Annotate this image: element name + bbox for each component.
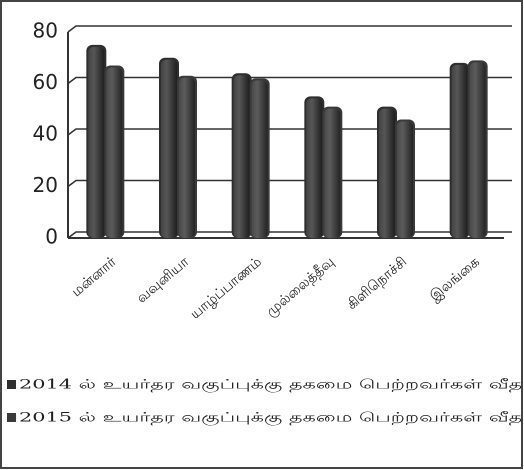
x-tick-label: இலங்கை	[427, 254, 483, 305]
y-tick-label: 80	[33, 19, 58, 43]
x-tick-label: வவுனியா	[134, 253, 193, 306]
bar-shade	[324, 108, 341, 238]
bar-shade	[179, 77, 195, 239]
y-tick-label: 40	[33, 122, 58, 146]
bar-shade	[233, 75, 250, 238]
legend-label: 2015 ல் உயர்தர வகுப்புக்கு தகமை பெற்றவர்…	[19, 411, 524, 426]
y-tick-label: 20	[33, 173, 58, 197]
x-tick-label: கிளிநொச்சி	[344, 254, 410, 313]
bar-shade	[306, 98, 323, 238]
y-tick-label: 60	[33, 70, 58, 94]
legend-label: 2014 ல் உயர்தர வகுப்புக்கு தகமை பெற்றவர்…	[19, 378, 524, 393]
x-tick-label: மன்னார்	[69, 253, 120, 300]
bar-shade	[397, 121, 413, 238]
y-tick-label: 0	[45, 225, 58, 249]
x-tick-label: யாழ்ப்பாணம்	[187, 254, 265, 323]
x-tick-label: முல்லைத்தீவு	[263, 254, 337, 320]
legend-swatch	[7, 413, 16, 422]
grid-line	[67, 128, 512, 136]
bar-shade	[379, 108, 395, 238]
grid-line	[67, 76, 512, 85]
grid-line	[67, 179, 512, 188]
bar-shade	[469, 62, 486, 239]
legend-swatch	[7, 380, 16, 389]
bar-shade	[161, 59, 177, 238]
bar-shade	[251, 80, 268, 238]
bar-shade	[451, 64, 468, 239]
bar-shade	[106, 67, 123, 238]
grid-line	[67, 231, 512, 239]
bar-shade	[88, 46, 105, 238]
grid-line	[67, 25, 512, 33]
